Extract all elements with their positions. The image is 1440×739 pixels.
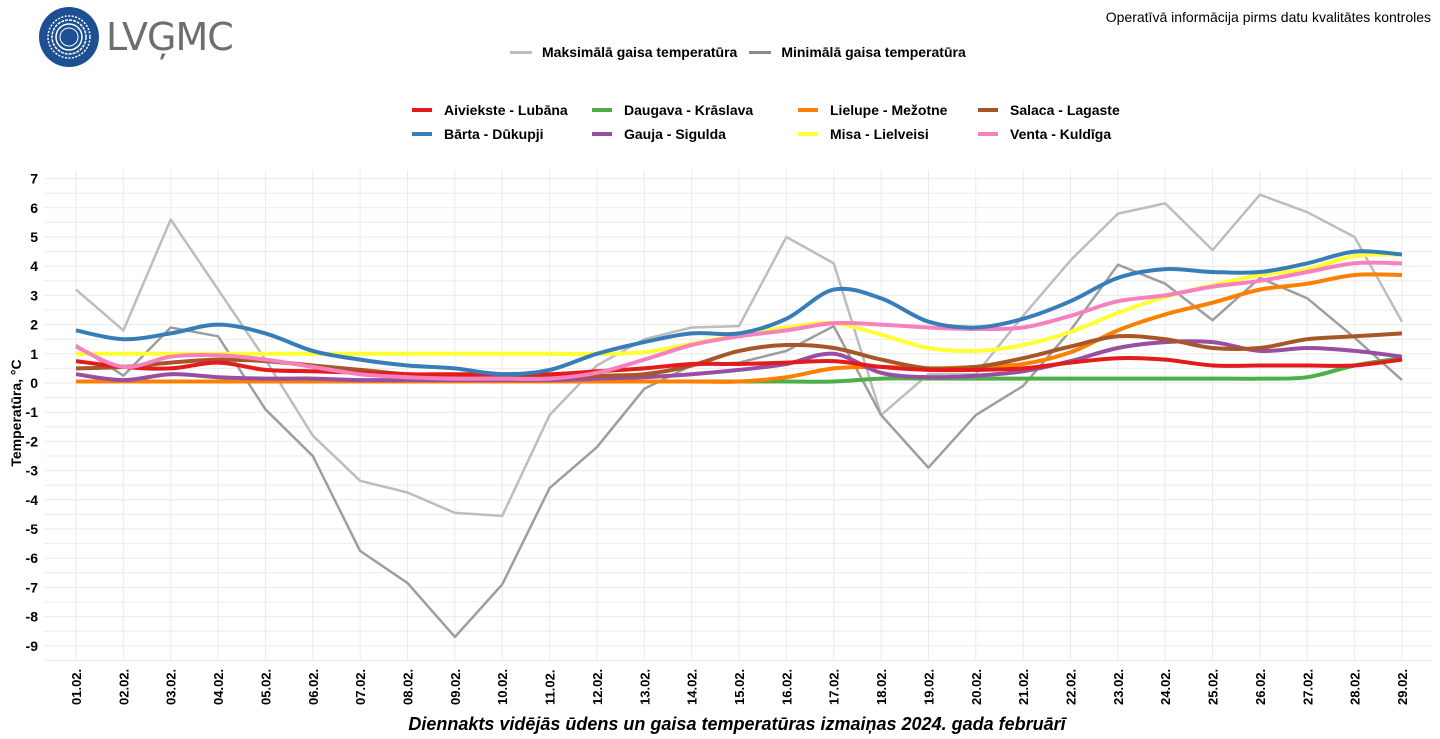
y-tick-label: 6 [30, 200, 38, 216]
legend-key [412, 132, 432, 136]
x-tick-label: 04.02. [211, 669, 226, 705]
y-tick-label: 7 [30, 171, 38, 187]
legend-label: Venta - Kuldīga [1010, 126, 1112, 142]
legend-item-misa: Misa - Lielveisi [798, 126, 978, 142]
air-temperature-legend: Maksimālā gaisa temperatūra Minimālā gai… [510, 44, 966, 60]
y-tick-label: -2 [26, 433, 39, 449]
y-tick-label: 3 [30, 287, 38, 303]
y-tick-label: -4 [26, 492, 39, 508]
x-tick-label: 15.02. [732, 669, 747, 705]
legend-label-min-air: Minimālā gaisa temperatūra [781, 44, 966, 60]
legend-label: Daugava - Krāslava [624, 102, 754, 118]
x-tick-label: 12.02. [590, 669, 605, 705]
chart-title: Diennakts vidējās ūdens un gaisa tempera… [408, 714, 1067, 734]
y-tick-label: -5 [26, 521, 39, 537]
legend-key [978, 108, 998, 112]
series-line-lielupe [76, 272, 1403, 384]
x-tick-label: 10.02. [495, 669, 510, 705]
x-tick-label: 13.02. [637, 669, 652, 705]
x-tick-label: 05.02. [258, 669, 273, 705]
legend-item-max-air: Maksimālā gaisa temperatūra [510, 44, 737, 60]
river-temperature-lines [75, 249, 1403, 384]
x-tick-label: 02.02. [116, 669, 131, 705]
legend-item-lielupe: Lielupe - Mežotne [798, 102, 978, 118]
y-tick-label: -3 [26, 463, 39, 479]
x-tick-label: 11.02. [543, 670, 558, 705]
x-tick-label: 18.02. [874, 669, 889, 705]
legend-label: Misa - Lielveisi [830, 126, 929, 142]
y-tick-label: 1 [30, 346, 38, 362]
y-tick-label: -6 [26, 550, 39, 566]
legend-item-aiviekste: Aiviekste - Lubāna [412, 102, 592, 118]
x-tick-label: 20.02. [969, 669, 984, 705]
legend-item-daugava: Daugava - Krāslava [592, 102, 798, 118]
legend-label: Bārta - Dūkupji [444, 126, 544, 142]
legend-key [592, 108, 612, 112]
y-tick-label: 5 [30, 229, 38, 245]
x-tick-label: 07.02. [353, 669, 368, 705]
x-tick-label: 23.02. [1111, 669, 1126, 705]
y-axis-label: Temperatūra, °C [8, 359, 24, 466]
x-tick-label: 29.02. [1395, 669, 1410, 705]
y-tick-label: 4 [30, 258, 38, 274]
legend-item-barta: Bārta - Dūkupji [412, 126, 592, 142]
x-tick-label: 01.02. [69, 669, 84, 705]
legend-key [798, 108, 818, 112]
x-tick-label: 16.02. [779, 669, 794, 705]
y-tick-label: -7 [26, 579, 39, 595]
legend-label: Gauja - Sigulda [624, 126, 726, 142]
x-tick-label: 08.02. [401, 669, 416, 705]
x-axis-ticks: 01.02. 02.02. 03.02. 04.02. 05.02. 06.02. 07.0… [69, 669, 1410, 705]
legend-item-min-air: Minimālā gaisa temperatūra [749, 44, 966, 60]
x-tick-label: 19.02. [921, 669, 936, 705]
legend-label-max-air: Maksimālā gaisa temperatūra [542, 44, 738, 60]
x-tick-label: 25.02. [1206, 669, 1221, 705]
x-tick-label: 26.02. [1253, 669, 1268, 705]
legend-label: Salaca - Lagaste [1010, 102, 1120, 118]
logo-circle-icon [39, 7, 99, 67]
y-tick-label: 2 [30, 317, 38, 333]
y-tick-label: -9 [26, 638, 39, 654]
legend-item-gauja: Gauja - Sigulda [592, 126, 798, 142]
river-legend: Aiviekste - Lubāna Daugava - Krāslava Li… [412, 102, 1138, 142]
grid [44, 170, 1432, 661]
y-axis-ticks: 7 6 5 4 3 2 1 0 -1 -2 -3 -4 -5 -6 -7 -8 -9 [26, 171, 39, 654]
data-quality-notice: Operatīvā informācija pirms datu kvalitā… [1105, 9, 1431, 25]
y-tick-label: -8 [26, 609, 39, 625]
max-air-temp-line [75, 193, 1404, 518]
series-line-aiviekste [75, 356, 1403, 377]
y-tick-label: 0 [30, 375, 38, 391]
x-tick-label: 03.02. [164, 669, 179, 705]
x-tick-label: 17.02. [827, 669, 842, 705]
series-line-barta [75, 249, 1403, 377]
legend-key [592, 132, 612, 136]
x-tick-label: 28.02. [1348, 669, 1363, 705]
legend-label: Aiviekste - Lubāna [444, 102, 568, 118]
logo-text: LVĢMC [106, 15, 234, 59]
legend-key [798, 132, 818, 136]
legend-key [978, 132, 998, 136]
lvgmc-logo: LVĢMC [38, 6, 234, 68]
legend-key-min-air [749, 50, 772, 54]
legend-item-venta: Venta - Kuldīga [978, 126, 1138, 142]
legend-label: Lielupe - Mežotne [830, 102, 948, 118]
x-tick-label: 27.02. [1300, 669, 1315, 705]
x-tick-label: 21.02. [1016, 669, 1031, 705]
legend-key [412, 108, 432, 112]
x-tick-label: 24.02. [1158, 669, 1173, 705]
x-tick-label: 22.02. [1064, 669, 1079, 705]
legend-item-salaca: Salaca - Lagaste [978, 102, 1138, 118]
y-tick-label: -1 [26, 404, 39, 420]
x-tick-label: 06.02. [306, 669, 321, 705]
x-tick-label: 09.02. [448, 669, 463, 705]
legend-key-max-air [510, 50, 532, 54]
x-tick-label: 14.02. [685, 669, 700, 705]
series-line-venta [75, 260, 1403, 382]
